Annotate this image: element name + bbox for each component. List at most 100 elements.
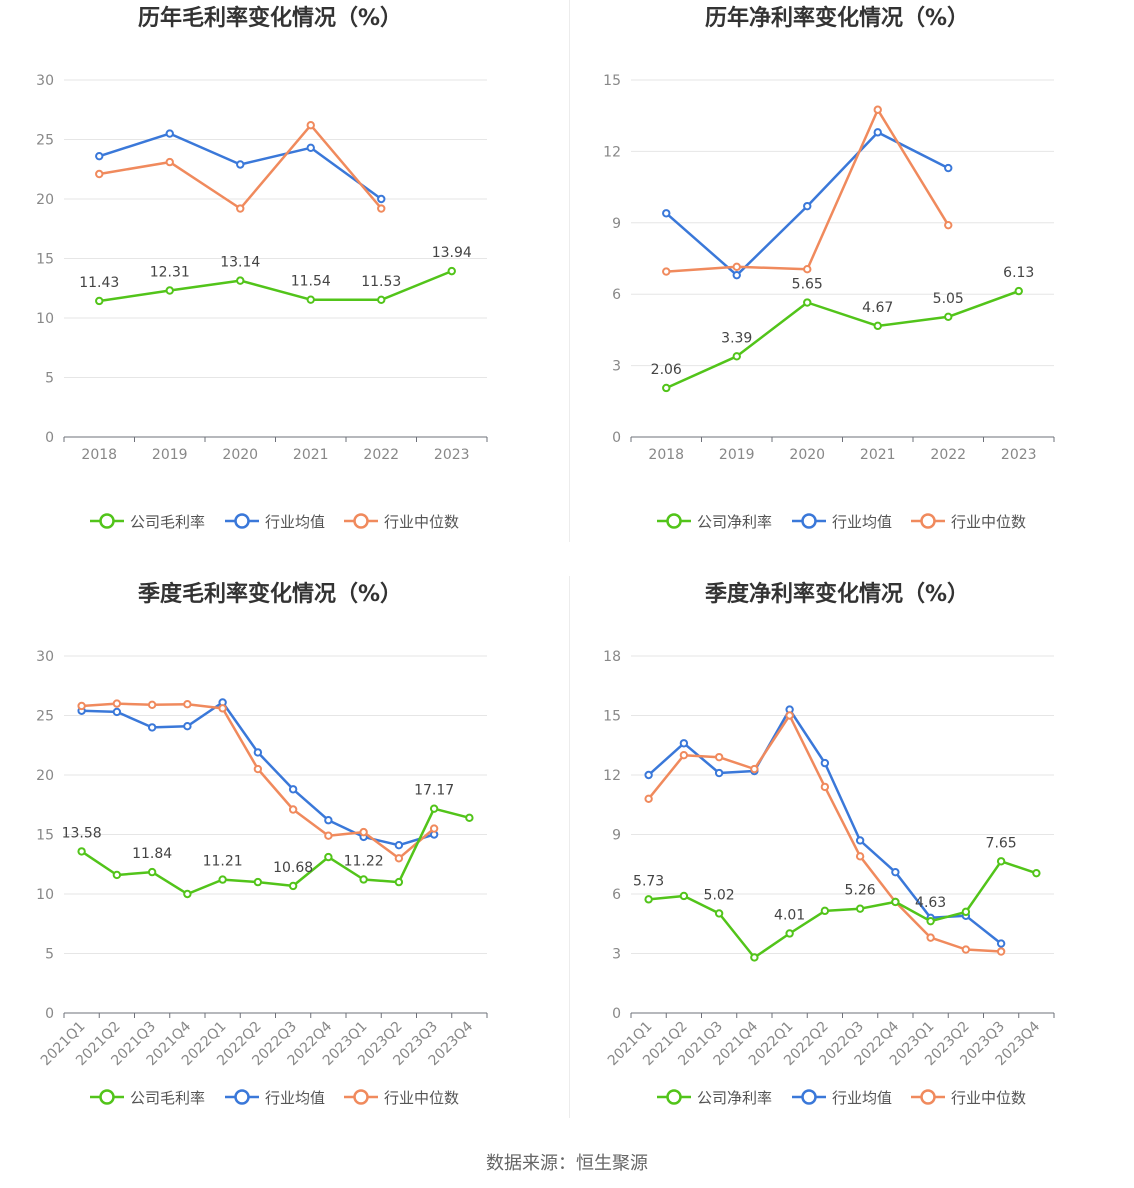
data-point-industry-median[interactable] (996, 947, 1006, 956)
data-point-company[interactable] (732, 352, 741, 361)
data-point-company[interactable] (1014, 286, 1023, 296)
data-point-industry-avg[interactable] (324, 816, 333, 825)
data-point-industry-median[interactable] (785, 711, 794, 720)
legend-item-company[interactable]: 公司净利率 (657, 1089, 772, 1107)
data-point-industry-avg[interactable] (803, 201, 812, 211)
data-point-industry-avg[interactable] (873, 128, 882, 137)
legend-item-company[interactable]: 公司毛利率 (90, 513, 205, 531)
data-point-industry-avg[interactable] (644, 770, 653, 780)
data-point-company[interactable] (750, 953, 759, 962)
data-point-company[interactable] (785, 929, 794, 938)
data-point-industry-avg[interactable] (944, 163, 953, 173)
data-point-company[interactable] (961, 907, 971, 917)
data-point-company[interactable] (112, 870, 122, 880)
data-point-industry-median[interactable] (944, 220, 953, 230)
data-point-company[interactable] (183, 889, 192, 899)
data-point-company[interactable] (95, 296, 104, 306)
data-point-industry-avg[interactable] (112, 707, 122, 717)
legend-item-industry-avg[interactable]: 行业均值 (792, 513, 892, 531)
data-point-company[interactable] (218, 875, 227, 884)
data-point-industry-avg[interactable] (820, 758, 830, 768)
legend-item-industry-median[interactable]: 行业中位数 (911, 1089, 1026, 1107)
data-point-company[interactable] (236, 276, 245, 285)
data-point-company[interactable] (644, 895, 653, 904)
data-point-industry-median[interactable] (165, 157, 174, 167)
data-point-company[interactable] (394, 877, 404, 887)
data-point-industry-avg[interactable] (996, 939, 1006, 948)
data-point-industry-median[interactable] (253, 764, 263, 774)
data-point-company[interactable] (679, 891, 689, 901)
data-point-industry-median[interactable] (324, 831, 333, 840)
legend-item-industry-avg[interactable]: 行业均值 (225, 1089, 325, 1107)
data-point-industry-median[interactable] (377, 204, 386, 213)
data-point-industry-avg[interactable] (679, 739, 689, 748)
data-point-company[interactable] (429, 804, 439, 813)
data-point-company[interactable] (820, 906, 830, 916)
data-point-industry-median[interactable] (855, 852, 865, 861)
data-point-industry-median[interactable] (112, 699, 122, 708)
data-point-industry-median[interactable] (218, 704, 227, 713)
legend-item-industry-median[interactable]: 行业中位数 (911, 513, 1026, 531)
data-point-industry-median[interactable] (803, 265, 812, 274)
data-point-industry-median[interactable] (644, 794, 653, 804)
data-point-company[interactable] (165, 286, 174, 295)
legend-item-industry-median[interactable]: 行业中位数 (344, 513, 459, 531)
data-point-company[interactable] (1032, 868, 1041, 878)
data-point-industry-avg[interactable] (714, 768, 724, 778)
data-point-industry-median[interactable] (288, 805, 298, 814)
data-point-industry-median[interactable] (77, 701, 86, 711)
legend-item-company[interactable]: 公司毛利率 (90, 1089, 205, 1107)
data-point-company[interactable] (803, 298, 812, 307)
data-point-industry-median[interactable] (732, 262, 741, 272)
data-point-company[interactable] (891, 897, 900, 907)
data-point-industry-median[interactable] (236, 204, 245, 213)
data-point-industry-avg[interactable] (377, 194, 386, 204)
data-point-company[interactable] (855, 904, 865, 913)
data-point-industry-median[interactable] (95, 169, 104, 179)
data-point-company[interactable] (465, 813, 474, 823)
data-point-company[interactable] (944, 312, 953, 322)
data-point-company[interactable] (253, 877, 263, 887)
data-point-industry-avg[interactable] (147, 723, 157, 732)
data-point-industry-median[interactable] (662, 267, 671, 276)
data-point-industry-median[interactable] (679, 750, 689, 760)
data-point-industry-avg[interactable] (183, 722, 192, 731)
data-point-company[interactable] (377, 295, 386, 304)
data-point-company[interactable] (288, 881, 298, 891)
data-point-company[interactable] (324, 852, 333, 862)
legend-item-industry-avg[interactable]: 行业均值 (225, 513, 325, 531)
data-point-industry-median[interactable] (820, 782, 830, 792)
data-point-company[interactable] (996, 857, 1006, 866)
data-point-company[interactable] (662, 383, 671, 393)
data-point-industry-median[interactable] (714, 752, 724, 762)
data-point-industry-median[interactable] (961, 945, 971, 954)
data-point-industry-median[interactable] (394, 854, 404, 863)
data-point-industry-avg[interactable] (236, 160, 245, 169)
data-point-industry-avg[interactable] (891, 867, 900, 877)
data-point-industry-median[interactable] (359, 827, 368, 837)
data-point-company[interactable] (714, 909, 724, 918)
data-point-industry-avg[interactable] (306, 143, 315, 153)
data-point-company[interactable] (447, 266, 456, 276)
data-point-industry-avg[interactable] (662, 209, 671, 218)
data-point-industry-avg[interactable] (855, 836, 865, 845)
data-point-industry-avg[interactable] (253, 748, 263, 757)
data-point-industry-avg[interactable] (732, 270, 741, 280)
data-point-industry-median[interactable] (147, 700, 157, 709)
data-point-industry-median[interactable] (183, 699, 192, 709)
data-point-company[interactable] (147, 867, 157, 877)
legend-item-industry-avg[interactable]: 行业均值 (792, 1089, 892, 1107)
data-point-industry-median[interactable] (306, 121, 315, 130)
data-point-industry-avg[interactable] (165, 129, 174, 138)
data-point-company[interactable] (77, 847, 86, 856)
data-point-company[interactable] (873, 321, 882, 331)
data-point-industry-median[interactable] (873, 105, 882, 114)
data-point-industry-median[interactable] (750, 764, 759, 774)
data-point-company[interactable] (306, 295, 315, 304)
legend-item-industry-median[interactable]: 行业中位数 (344, 1089, 459, 1107)
data-point-industry-avg[interactable] (394, 841, 404, 850)
legend-item-company[interactable]: 公司净利率 (657, 513, 772, 531)
data-point-industry-median[interactable] (429, 824, 439, 833)
data-point-industry-avg[interactable] (288, 785, 298, 794)
data-point-industry-median[interactable] (926, 933, 935, 942)
